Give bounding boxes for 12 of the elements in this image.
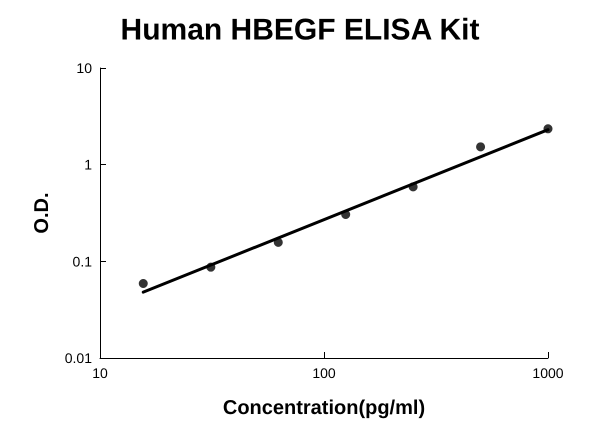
point [138, 278, 148, 288]
x-tick-label: 10 [92, 365, 108, 381]
y-tick-label: 1 [84, 156, 92, 173]
x-axis-title: Concentration(pg/ml) [222, 397, 426, 419]
y-axis-title: O.D. [31, 192, 53, 234]
x-tick-label: 1000 [532, 365, 564, 381]
y-tick-label: 0.1 [72, 253, 92, 270]
x-tick-label: 100 [312, 365, 336, 381]
y-tick-label: 10 [76, 60, 92, 76]
chart-title: Human HBEGF ELISA Kit [120, 14, 480, 46]
y-tick-label: 0.01 [64, 350, 92, 366]
point [476, 142, 486, 152]
